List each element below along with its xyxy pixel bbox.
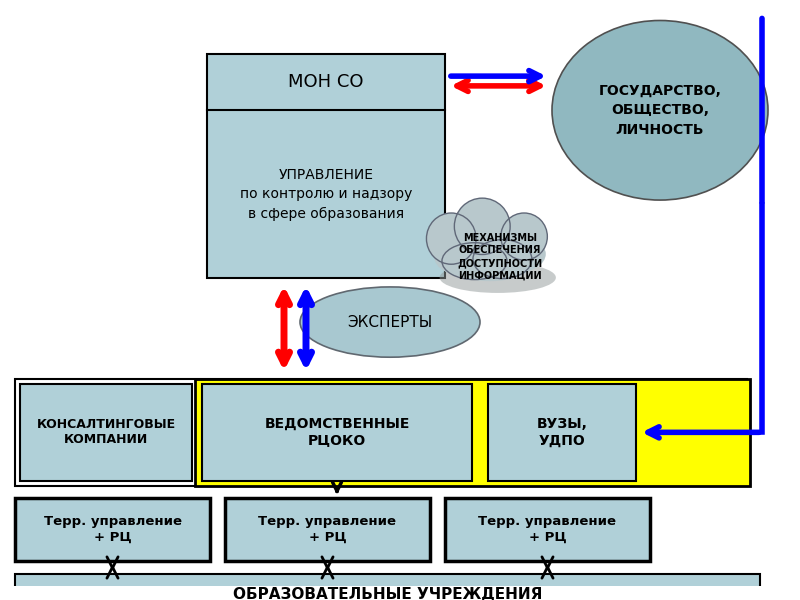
Ellipse shape [501,213,547,260]
Ellipse shape [481,235,546,274]
Text: Терр. управление
+ РЦ: Терр. управление + РЦ [43,515,182,544]
Text: Терр. управление
+ РЦ: Терр. управление + РЦ [478,515,617,544]
Ellipse shape [300,287,480,357]
Text: МЕХАНИЗМЫ
ОБЕСПЕЧЕНИЯ
ДОСТУПНОСТИ
ИНФОРМАЦИИ: МЕХАНИЗМЫ ОБЕСПЕЧЕНИЯ ДОСТУПНОСТИ ИНФОРМ… [458,233,542,280]
Ellipse shape [440,262,556,293]
Text: КОНСАЛТИНГОВЫЕ
КОМПАНИИ: КОНСАЛТИНГОВЫЕ КОМПАНИИ [37,418,175,446]
Text: ГОСУДАРСТВО,
ОБЩЕСТВО,
ЛИЧНОСТЬ: ГОСУДАРСТВО, ОБЩЕСТВО, ЛИЧНОСТЬ [598,84,722,137]
Text: Терр. управление
+ РЦ: Терр. управление + РЦ [258,515,397,544]
Text: ОБРАЗОВАТЕЛЬНЫЕ УЧРЕЖДЕНИЯ: ОБРАЗОВАТЕЛЬНЫЕ УЧРЕЖДЕНИЯ [233,587,542,600]
Text: МОН СО: МОН СО [288,73,364,91]
FancyBboxPatch shape [488,383,636,481]
Text: ЭКСПЕРТЫ: ЭКСПЕРТЫ [347,314,433,329]
Text: ВЕДОМСТВЕННЫЕ
РЦОКО: ВЕДОМСТВЕННЫЕ РЦОКО [264,417,410,448]
Ellipse shape [454,198,510,254]
FancyBboxPatch shape [195,379,750,486]
Ellipse shape [434,236,509,278]
FancyBboxPatch shape [202,383,472,481]
FancyBboxPatch shape [207,53,445,278]
Text: ВУЗЫ,
УДПО: ВУЗЫ, УДПО [537,417,587,448]
Text: УПРАВЛЕНИЕ
по контролю и надзору
в сфере образования: УПРАВЛЕНИЕ по контролю и надзору в сфере… [240,167,412,221]
Ellipse shape [552,20,768,200]
FancyBboxPatch shape [445,498,650,561]
Ellipse shape [447,245,533,281]
Ellipse shape [426,213,476,264]
FancyBboxPatch shape [15,498,210,561]
FancyBboxPatch shape [20,383,192,481]
FancyBboxPatch shape [225,498,430,561]
FancyBboxPatch shape [15,574,760,600]
